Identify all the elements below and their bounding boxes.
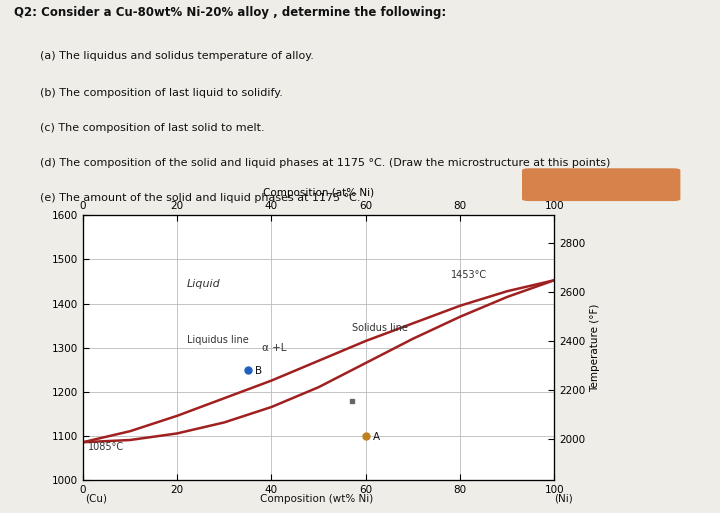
X-axis label: Composition (at% Ni): Composition (at% Ni) [263, 188, 374, 199]
Text: (Ni): (Ni) [554, 494, 573, 504]
FancyBboxPatch shape [522, 168, 680, 201]
Text: (c) The composition of last solid to melt.: (c) The composition of last solid to mel… [40, 123, 264, 133]
Text: (d) The composition of the solid and liquid phases at 1175 °C. (Draw the microst: (d) The composition of the solid and liq… [40, 158, 610, 168]
Text: (a) The liquidus and solidus temperature of alloy.: (a) The liquidus and solidus temperature… [40, 51, 313, 61]
Text: (b) The composition of last liquid to solidify.: (b) The composition of last liquid to so… [40, 88, 282, 98]
Text: Liquid: Liquid [186, 279, 220, 289]
Text: Q2: Consider a Cu-80wt% Ni-20% alloy , determine the following:: Q2: Consider a Cu-80wt% Ni-20% alloy , d… [14, 6, 446, 19]
Text: 1085°C: 1085°C [88, 442, 124, 452]
Text: Liquidus line: Liquidus line [186, 335, 248, 345]
Text: Solidus line: Solidus line [351, 323, 408, 333]
Text: A: A [373, 431, 380, 442]
Text: B: B [255, 366, 262, 377]
Text: Composition (wt% Ni): Composition (wt% Ni) [260, 494, 374, 504]
Text: 1453°C: 1453°C [451, 270, 487, 280]
Text: α +L: α +L [262, 343, 287, 353]
Y-axis label: Temperature (°F): Temperature (°F) [590, 303, 600, 392]
Text: (Cu): (Cu) [85, 494, 107, 504]
Text: (e) The amount of the solid and liquid phases at 1175 °C.: (e) The amount of the solid and liquid p… [40, 193, 360, 203]
